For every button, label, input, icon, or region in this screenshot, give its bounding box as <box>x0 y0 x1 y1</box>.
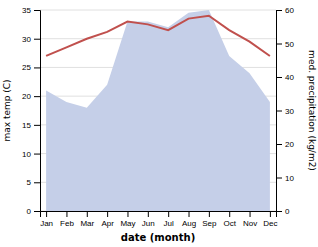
tick-mark <box>209 211 210 217</box>
tick-label: Jul <box>164 219 174 228</box>
marks <box>46 10 270 211</box>
tick-mark <box>270 211 271 217</box>
tick-label: Jan <box>40 219 53 228</box>
tick: 20 <box>276 140 294 149</box>
tick-label: 10 <box>285 174 294 183</box>
tick: 5 <box>27 178 40 187</box>
tick: 30 <box>276 107 294 116</box>
tick-label: Nov <box>243 219 257 228</box>
tick: Jun <box>142 211 155 228</box>
tick-mark <box>276 211 282 212</box>
plot: Jan Feb Mar Apr May Jun Jul Aug Sep Oct Nov Dec 0 5 10… <box>22 6 294 228</box>
tick-mark <box>107 211 108 217</box>
y2-axis-title: med. precipitation (kg/m2) <box>307 50 317 171</box>
tick: 40 <box>276 73 294 82</box>
tick-label: Sep <box>202 219 217 228</box>
tick-label: Oct <box>223 219 236 228</box>
tick: Feb <box>60 211 74 228</box>
tick-mark <box>276 10 282 11</box>
tick-mark <box>34 96 40 97</box>
axis-line <box>277 11 283 212</box>
tick-mark <box>34 10 40 11</box>
tick-mark <box>34 211 40 212</box>
line <box>46 16 270 56</box>
tick: Mar <box>80 211 94 228</box>
tick-label: 20 <box>285 140 294 149</box>
tick-mark <box>34 39 40 40</box>
y-axis-title: max temp (C) <box>2 79 12 141</box>
tick: May <box>120 211 135 228</box>
tick: 15 <box>22 121 40 130</box>
tick-mark <box>276 77 282 78</box>
tick-label: Dec <box>263 219 277 228</box>
tick-label: 40 <box>285 73 294 82</box>
tick: Aug <box>182 211 196 228</box>
area <box>46 10 270 211</box>
tick-label: 20 <box>22 92 31 101</box>
tick: Jan <box>40 211 53 228</box>
x-axis-title: date (month) <box>121 232 195 243</box>
axis-line <box>41 212 277 218</box>
tick: Dec <box>263 211 277 228</box>
tick-mark <box>250 211 251 217</box>
tick-label: Aug <box>182 219 196 228</box>
tick-label: 35 <box>22 6 31 15</box>
tick-label: 5 <box>27 178 32 187</box>
tick: 25 <box>22 63 40 72</box>
tick: Sep <box>202 211 217 228</box>
tick: 50 <box>276 40 294 49</box>
tick: 0 <box>276 207 290 216</box>
tick-mark <box>276 144 282 145</box>
tick-label: 0 <box>285 207 290 216</box>
tick-mark <box>66 211 67 217</box>
tick: 30 <box>22 35 40 44</box>
y2-axis: 0 10 20 30 40 50 60 <box>276 6 294 216</box>
tick-mark <box>46 211 47 217</box>
tick-label: 30 <box>22 35 31 44</box>
tick-mark <box>168 211 169 217</box>
grid-line <box>40 10 276 11</box>
tick: Nov <box>243 211 257 228</box>
tick-label: Mar <box>80 219 94 228</box>
tick-label: Apr <box>101 219 114 228</box>
tick-mark <box>276 178 282 179</box>
y-axis: 0 5 10 15 20 25 30 35 <box>22 6 40 216</box>
tick-label: May <box>120 219 135 228</box>
tick-label: 60 <box>285 6 294 15</box>
axis-line <box>34 11 41 212</box>
tick-mark <box>276 44 282 45</box>
tick-mark <box>34 182 40 183</box>
tick: 60 <box>276 6 294 15</box>
tick-mark <box>34 125 40 126</box>
tick-mark <box>189 211 190 217</box>
tick: Oct <box>223 211 236 228</box>
chart: Jan Feb Mar Apr May Jun Jul Aug Sep Oct Nov Dec 0 5 10… <box>0 0 318 247</box>
tick-label: Feb <box>60 219 74 228</box>
tick-mark <box>127 211 128 217</box>
tick: 20 <box>22 92 40 101</box>
tick: Apr <box>101 211 114 228</box>
tick-label: 10 <box>22 150 31 159</box>
grid <box>40 10 276 211</box>
tick-mark <box>34 67 40 68</box>
tick-label: 0 <box>27 207 32 216</box>
tick: 10 <box>276 174 294 183</box>
tick-mark <box>87 211 88 217</box>
tick-mark <box>276 111 282 112</box>
tick-label: Jun <box>142 219 155 228</box>
tick-mark <box>148 211 149 217</box>
tick: Jul <box>164 211 174 228</box>
tick-mark <box>34 154 40 155</box>
tick: 35 <box>22 6 40 15</box>
tick: 10 <box>22 150 40 159</box>
tick-label: 15 <box>22 121 31 130</box>
x-axis: Jan Feb Mar Apr May Jun Jul Aug Sep Oct Nov Dec <box>40 211 277 228</box>
tick-label: 50 <box>285 40 294 49</box>
tick-label: 25 <box>22 63 31 72</box>
tick-label: 30 <box>285 107 294 116</box>
tick: 0 <box>27 207 40 216</box>
tick-mark <box>229 211 230 217</box>
